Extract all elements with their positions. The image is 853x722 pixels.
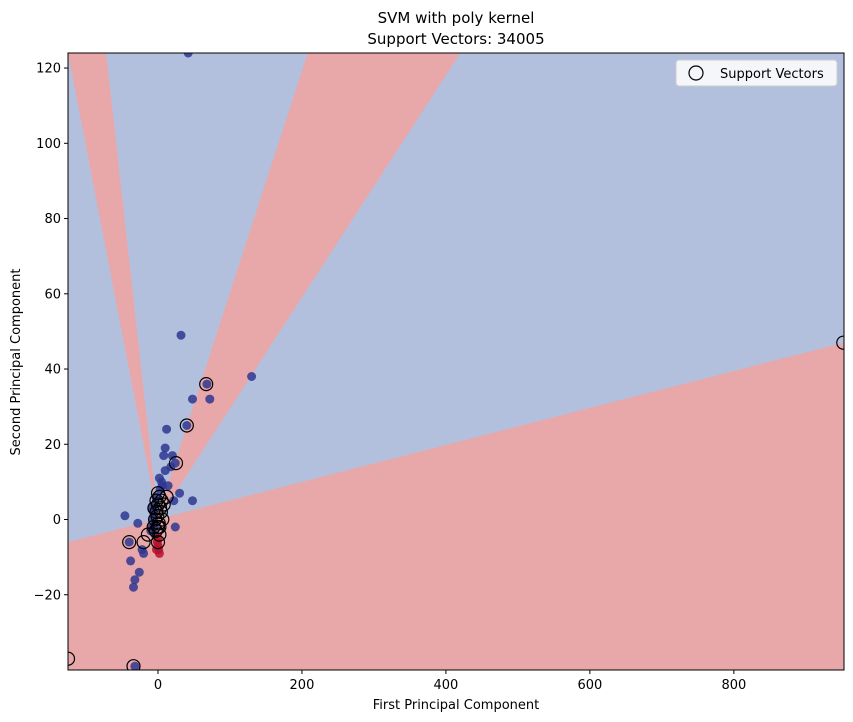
support-vector-27 xyxy=(154,493,169,508)
class-blue-point-17 xyxy=(170,522,180,532)
support-vector-22 xyxy=(150,486,166,501)
class-blue-point-8 xyxy=(160,443,170,453)
support-vector-2 xyxy=(122,534,137,550)
y-tick-label-3: 40 xyxy=(44,363,61,378)
support-vector-1 xyxy=(126,659,141,670)
class-blue-point-16 xyxy=(169,496,179,506)
support-vector-19 xyxy=(199,377,214,392)
support-vector-17 xyxy=(168,456,184,471)
y-tick-label-1: 0 xyxy=(53,513,61,528)
support-vector-14 xyxy=(155,512,170,527)
y-tick-label-2: 20 xyxy=(44,438,61,453)
support-vector-21 xyxy=(149,493,164,508)
class-blue-point-0 xyxy=(183,53,193,58)
support-vector-4 xyxy=(140,527,155,542)
x-tick-label-1: 200 xyxy=(290,678,315,693)
class-blue-point-26 xyxy=(129,582,138,592)
legend-support-vector-marker xyxy=(688,65,704,81)
class-blue-point-7 xyxy=(162,424,172,434)
support-vector-26 xyxy=(148,523,163,538)
x-axis: 0 200 400 600 800 xyxy=(154,670,746,693)
support-vector-28 xyxy=(147,501,162,516)
x-axis-label: First Principal Component xyxy=(373,698,540,713)
y-axis: −20 0 20 40 60 80 100 120 xyxy=(34,62,68,603)
class-blue-point-27 xyxy=(130,661,140,670)
class-blue-point-11 xyxy=(159,451,169,461)
plot-frame xyxy=(67,52,845,671)
class-blue-point-36 xyxy=(154,473,164,483)
support-vector-18 xyxy=(179,418,194,433)
class-blue-point-23 xyxy=(126,556,136,566)
class-blue-point-6 xyxy=(182,421,192,430)
class-blue-point-25 xyxy=(130,575,140,585)
support-vector-23 xyxy=(150,508,165,523)
class-blue-point-38 xyxy=(163,481,173,491)
class-blue-point-24 xyxy=(134,567,144,577)
support-vector-12 xyxy=(150,534,166,550)
class-blue-point-3 xyxy=(202,379,212,389)
class-blue-point-15 xyxy=(188,496,197,506)
support-vector-0 xyxy=(68,651,76,666)
support-vector-20 xyxy=(836,335,844,350)
x-tick-label-3: 600 xyxy=(577,678,602,693)
support-vector-29 xyxy=(152,519,167,535)
legend-entry-support-vectors: Support Vectors xyxy=(720,67,824,82)
class-blue-point-18 xyxy=(120,511,130,521)
class-blue-point-22 xyxy=(139,548,149,558)
class-blue-point-20 xyxy=(124,537,134,547)
class-blue-point-2 xyxy=(247,372,257,381)
support-vector-11 xyxy=(152,527,167,542)
x-tick-label-0: 0 xyxy=(154,678,162,693)
plot-area xyxy=(68,53,844,670)
support-vector-15 xyxy=(156,497,171,512)
class-blue-point-1 xyxy=(176,330,186,340)
support-vector-25 xyxy=(153,501,168,516)
y-tick-label-7: 120 xyxy=(36,62,61,77)
support-vector-3 xyxy=(136,534,151,550)
decision-region-red-1 xyxy=(68,53,461,670)
class-blue-point-14 xyxy=(175,488,185,498)
y-axis-label: Second Principal Component xyxy=(9,269,24,456)
chart-subtitle: Support Vectors: 34005 xyxy=(367,30,544,48)
y-tick-label-0: −20 xyxy=(34,588,61,603)
chart-title: SVM with poly kernel xyxy=(378,9,535,27)
legend: Support Vectors xyxy=(675,59,838,87)
class-blue-point-13 xyxy=(160,466,170,476)
y-tick-label-5: 80 xyxy=(44,212,61,227)
decision-region-red-0 xyxy=(68,342,844,670)
support-vector-16 xyxy=(159,489,174,504)
decision-region-red-2 xyxy=(68,53,158,520)
legend-box xyxy=(675,59,838,87)
class-blue-point-9 xyxy=(167,451,177,461)
y-tick-label-4: 60 xyxy=(44,287,61,302)
class-blue-point-5 xyxy=(188,394,197,404)
y-tick-label-6: 100 xyxy=(36,137,61,152)
class-blue-point-4 xyxy=(205,394,215,404)
x-tick-label-4: 800 xyxy=(721,678,746,693)
x-tick-label-2: 400 xyxy=(434,678,459,693)
class-blue-point-19 xyxy=(133,518,143,528)
plot-content xyxy=(68,53,844,670)
